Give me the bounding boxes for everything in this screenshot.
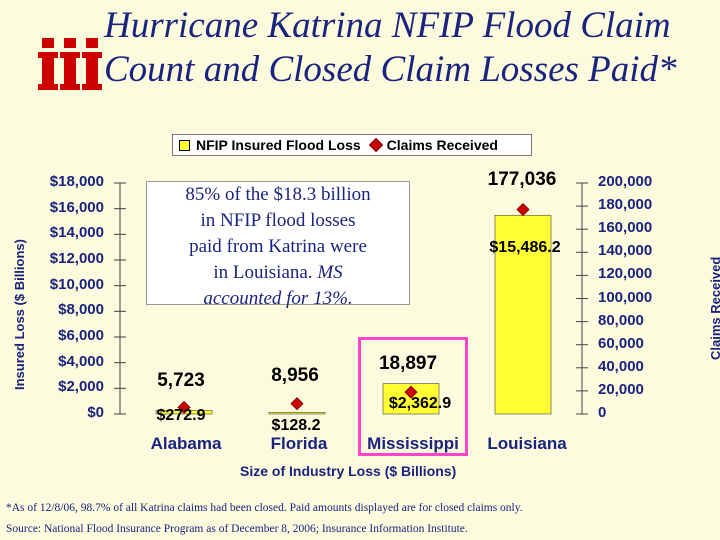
marker-mississippi [404,385,418,399]
y-right-tick-label: 80,000 [598,311,644,329]
note-line-2: in NFIP flood losses [200,210,356,231]
x-axis-title: Size of Industry Loss ($ Billions) [240,463,457,479]
title-line-2: Count and Closed Claim Losses Paid* [104,49,677,90]
claims-value-label: 177,036 [488,169,557,190]
legend-bar-swatch [179,139,190,151]
y-right-tick-label: 60,000 [598,334,644,352]
category-label-mississippi: Mississippi [367,434,459,453]
category-label-louisiana: Louisiana [487,434,567,453]
y-right-tick-label: 20,000 [598,380,644,398]
note-italic-ms: MS [317,262,343,283]
y-left-tick-label: $18,000 [49,173,104,190]
y-left-tick-label: $8,000 [58,301,104,319]
category-label-alabama: Alabama [151,434,222,453]
note-line-5: accounted for 13%. [203,288,353,309]
title-line-1: Hurricane Katrina NFIP Flood Claim [104,5,671,46]
y-right-tick-label: 200,000 [598,173,653,190]
bar-value-label: $128.2 [272,417,321,434]
claims-value-label: 18,897 [379,353,437,374]
y-left-tick-label: $12,000 [49,250,104,267]
page-title: Hurricane Katrina NFIP Flood Claim Count… [104,4,720,92]
bar-value-label: $272.9 [157,407,206,424]
y-right-tick-label: 120,000 [598,265,653,283]
callout-note: 85% of the $18.3 billion in NFIP flood l… [146,181,410,309]
note-line-1: 85% of the $18.3 billion [185,184,371,205]
y-left-tick-label: $0 [87,404,104,421]
footnote: *As of 12/8/06, 98.7% of all Katrina cla… [6,502,523,514]
note-line-3: paid from Katrina were [189,236,367,257]
y-left-tick-label: $4,000 [58,352,104,370]
claims-value-label: 8,956 [271,365,319,386]
legend-marker-label: Claims Received [386,137,498,153]
y-left-tick-label: $10,000 [49,275,104,293]
marker-louisiana [516,202,530,217]
y-right-tick-label: 180,000 [598,196,653,214]
y-right-tick-label: 0 [598,404,607,421]
iii-logo-icon [38,38,102,90]
marker-florida [290,397,304,411]
legend-bar-label: NFIP Insured Flood Loss [196,137,361,153]
y-left-tick-label: $2,000 [58,378,104,396]
y-right-tick-label: 100,000 [598,288,653,306]
marker-alabama [177,400,191,414]
source-note: Source: National Flood Insurance Program… [6,523,468,535]
y-left-tick-label: $6,000 [58,327,104,344]
y-left-tick-label: $16,000 [49,198,104,216]
y-left-tick-label: $14,000 [49,224,104,242]
bar-value-label: $2,362.9 [389,395,451,412]
y-right-tick-label: 40,000 [598,357,644,375]
bar-louisiana [494,214,552,415]
y-right-tick-label: 140,000 [598,242,653,260]
claims-value-label: 5,723 [157,370,205,391]
bar-value-label: $15,486.2 [489,239,560,256]
note-line-4: in Louisiana. [213,262,313,283]
bar-florida [268,412,326,415]
y-right-tick-label: 160,000 [598,219,653,237]
chart-legend: NFIP Insured Flood Loss Claims Received [172,134,532,156]
mississippi-highlight-box [358,337,468,456]
category-label-florida: Florida [271,434,328,453]
